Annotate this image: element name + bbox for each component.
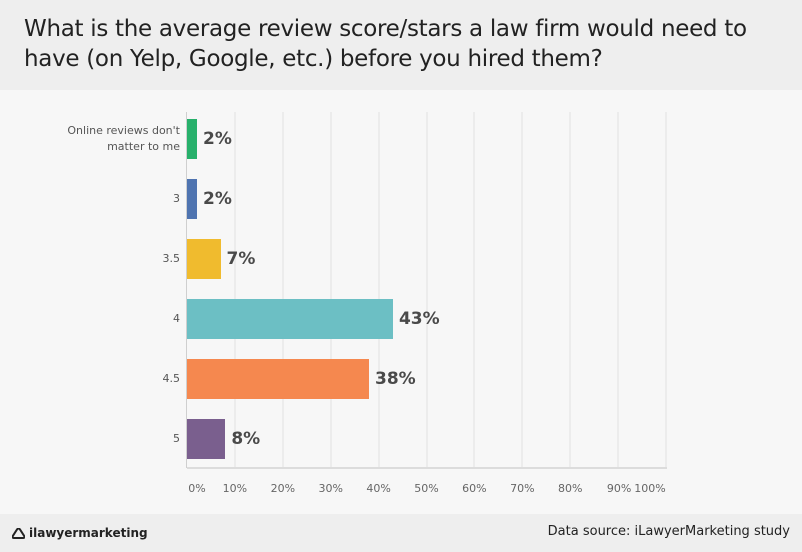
chart-footer: ilawyermarketing Data source: iLawyerMar…: [0, 514, 802, 552]
y-axis-line: [186, 112, 187, 468]
bar: [187, 419, 226, 459]
plot-area: 2% 2% 7% 43% 38% 8%: [186, 112, 667, 469]
x-axis-line: [187, 467, 667, 469]
x-tick-label: 70%: [510, 482, 535, 495]
gridline: [665, 112, 667, 468]
gridline: [425, 112, 428, 468]
bar: [187, 359, 370, 399]
category-label: 3: [173, 192, 180, 205]
gridline: [377, 112, 380, 468]
bar-chart: 2% 2% 7% 43% 38% 8% Online reviews don't matte…: [0, 90, 802, 514]
category-label: 4.5: [162, 372, 181, 385]
x-tick-label: 30%: [318, 482, 343, 495]
bar: [187, 179, 197, 219]
x-tick-label: 10%: [222, 482, 248, 495]
x-tick-label: 80%: [557, 482, 583, 495]
bar-value-label: 2%: [203, 129, 232, 149]
gridline: [233, 112, 236, 468]
gridline: [473, 112, 476, 468]
bar-value-label: 38%: [375, 369, 416, 389]
bar: [187, 239, 221, 279]
x-tick-label: 60%: [462, 482, 487, 495]
category-label: 4: [173, 312, 180, 325]
bar-value-label: 7%: [226, 249, 256, 269]
bar-value-label: 8%: [231, 429, 261, 449]
x-tick-label: 20%: [270, 482, 296, 495]
cloud-logo-icon: [12, 527, 25, 539]
x-tick-label: 50%: [414, 482, 439, 495]
gridline: [617, 112, 620, 468]
brand-logo: ilawyermarketing: [12, 526, 148, 540]
data-source: Data source: iLawyerMarketing study: [547, 524, 790, 539]
gridline: [329, 112, 332, 468]
bar-value-label: 2%: [203, 189, 232, 209]
gridline: [521, 112, 524, 468]
x-tick-label: 100%: [634, 482, 666, 495]
gridline: [569, 112, 572, 468]
x-tick-label: 90%: [606, 482, 632, 495]
chart-header: What is the average review score/stars a…: [0, 0, 802, 90]
bar: [187, 119, 197, 159]
bar-value-label: 43%: [398, 309, 440, 329]
chart-title: What is the average review score/stars a…: [24, 16, 747, 72]
x-tick-label: 0%: [188, 482, 206, 495]
category-label: Online reviews don't matter to me: [67, 124, 180, 153]
logo-text: ilawyermarketing: [29, 526, 148, 540]
category-label: 5: [173, 432, 180, 445]
category-label: 3.5: [162, 252, 181, 265]
bar: [187, 299, 393, 339]
x-tick-label: 40%: [366, 482, 391, 495]
gridline: [281, 112, 284, 468]
